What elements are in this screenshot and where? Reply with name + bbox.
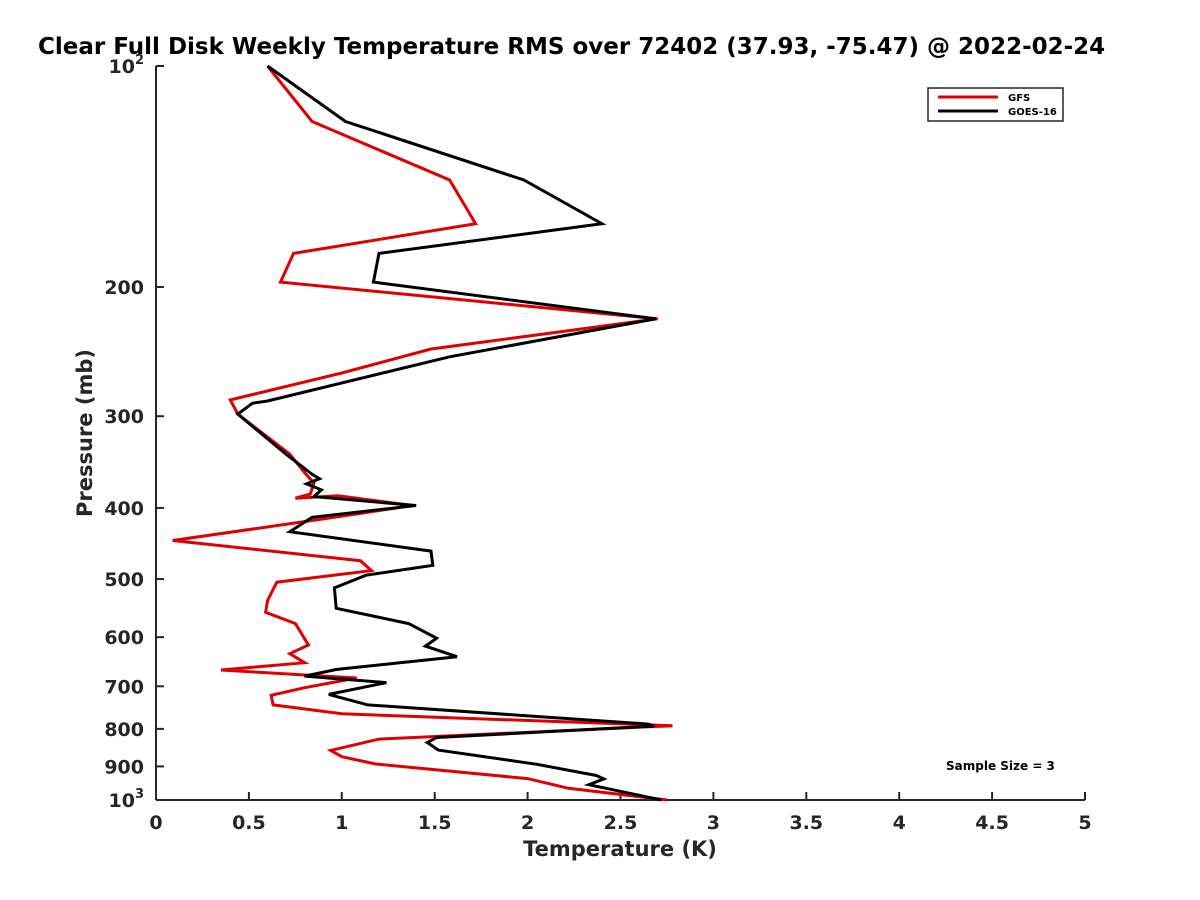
x-tick-label: 3.5	[789, 812, 823, 834]
x-tick-label: 4	[893, 812, 906, 834]
x-tick-label: 1.5	[418, 812, 452, 834]
y-tick-label: 600	[104, 627, 144, 649]
plot-series	[172, 64, 673, 802]
y-tick-label: 400	[104, 498, 144, 520]
legend-label: GOES-16	[1008, 107, 1057, 118]
x-tick-label: 3	[707, 812, 720, 834]
chart-title: Clear Full Disk Weekly Temperature RMS o…	[38, 34, 1105, 60]
x-axis-label: Temperature (K)	[523, 837, 717, 861]
y-tick-label: 900	[104, 756, 144, 778]
sample-size-annotation: Sample Size = 3	[946, 759, 1055, 773]
y-tick-label: 103	[109, 787, 145, 812]
x-tick-label: 4.5	[975, 812, 1009, 834]
x-tick-label: 1	[335, 812, 348, 834]
x-tick-label: 2.5	[604, 812, 638, 834]
legend-box	[927, 87, 1064, 122]
y-tick-label: 200	[104, 277, 144, 299]
y-tick-label: 102	[109, 53, 145, 78]
x-tick-label: 2	[521, 812, 534, 834]
y-tick-label: 500	[104, 569, 144, 591]
x-tick-label: 5	[1078, 812, 1091, 834]
series-line-goes-16	[235, 64, 662, 802]
legend: GFS GOES-16	[927, 87, 1064, 122]
legend-label: GFS	[1008, 93, 1030, 104]
y-axis-label: Pressure (mb)	[73, 349, 97, 517]
x-tick-label: 0	[149, 812, 162, 834]
plot-axes: 0 0.5 1 1.5 2 2.5 3 3.5 4 4.5 5 102 200 300 400 500 600 7…	[104, 53, 1091, 834]
y-tick-label: 700	[104, 676, 144, 698]
series-line-gfs	[172, 65, 673, 802]
y-tick-label: 300	[104, 406, 144, 428]
x-tick-label: 0.5	[232, 812, 266, 834]
y-tick-label: 800	[104, 719, 144, 741]
